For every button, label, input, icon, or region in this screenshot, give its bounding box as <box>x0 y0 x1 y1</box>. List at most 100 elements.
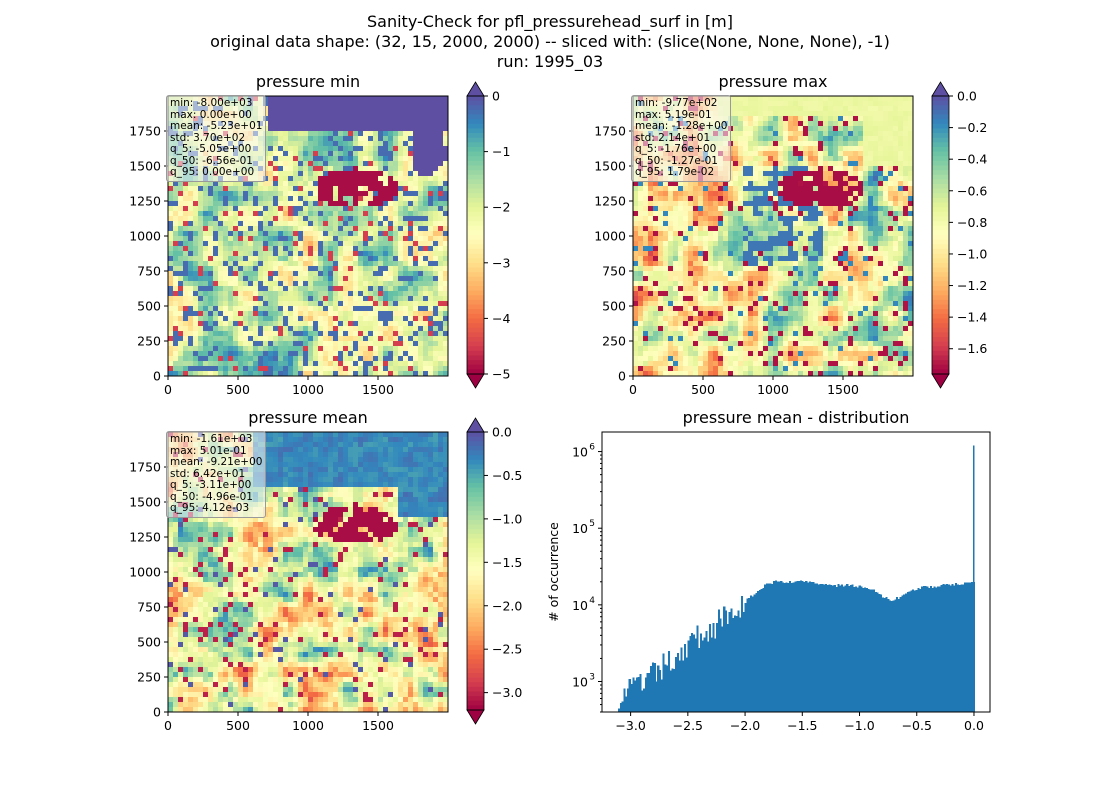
heatmap-cell <box>238 311 244 317</box>
heatmap-cell <box>663 221 669 227</box>
heatmap-cell <box>323 101 329 107</box>
heatmap-cell <box>858 171 864 177</box>
heatmap-cell <box>693 191 699 197</box>
heatmap-cell <box>328 331 334 337</box>
heatmap-cell <box>658 251 664 257</box>
heatmap-cell <box>828 241 834 247</box>
heatmap-cell <box>353 136 359 142</box>
heatmap-cell <box>288 246 294 252</box>
heatmap-cell <box>388 321 394 327</box>
heatmap-cell <box>438 176 444 182</box>
heatmap-cell <box>203 311 209 317</box>
heatmap-cell <box>868 221 874 227</box>
heatmap-cell <box>333 191 339 197</box>
heatmap-cell <box>373 181 379 187</box>
heatmap-cell <box>208 216 214 222</box>
heatmap-cell <box>393 151 399 157</box>
heatmap-cell <box>758 106 764 112</box>
heatmap-cell <box>343 181 349 187</box>
heatmap-cell <box>193 361 199 367</box>
heatmap-cell <box>363 311 369 317</box>
heatmap-cell <box>228 336 234 342</box>
heatmap-cell <box>428 256 434 262</box>
heatmap-cell <box>413 191 419 197</box>
heatmap-cell <box>188 321 194 327</box>
heatmap-cell <box>278 331 284 337</box>
heatmap-cell <box>228 266 234 272</box>
heatmap-cell <box>283 276 289 282</box>
heatmap-cell <box>793 231 799 237</box>
heatmap-cell <box>223 341 229 347</box>
heatmap-cell <box>803 176 809 182</box>
heatmap-cell <box>263 346 269 352</box>
heatmap-cell <box>903 201 909 207</box>
heatmap-cell <box>398 311 404 317</box>
heatmap-cell <box>428 216 434 222</box>
heatmap-cell <box>168 271 174 277</box>
heatmap-cell <box>838 231 844 237</box>
heatmap-cell <box>178 306 184 312</box>
heatmap-cell <box>408 226 414 232</box>
heatmap-cell <box>203 206 209 212</box>
heatmap-cell <box>443 151 449 157</box>
heatmap-cell <box>373 326 379 332</box>
heatmap-cell <box>353 261 359 267</box>
heatmap-cell <box>308 271 314 277</box>
heatmap-cell <box>668 196 674 202</box>
heatmap-cell <box>823 236 829 242</box>
heatmap-cell <box>738 166 744 172</box>
heatmap-cell <box>173 341 179 347</box>
heatmap-cell <box>228 271 234 277</box>
heatmap-cell <box>733 246 739 252</box>
heatmap-cell <box>413 116 419 122</box>
heatmap-cell <box>828 201 834 207</box>
heatmap-cell <box>813 176 819 182</box>
heatmap-cell <box>233 326 239 332</box>
heatmap-cell <box>338 131 344 137</box>
heatmap-cell <box>213 331 219 337</box>
heatmap-cell <box>433 301 439 307</box>
heatmap-cell <box>883 116 889 122</box>
heatmap-cell <box>353 306 359 312</box>
heatmap-cell <box>903 186 909 192</box>
heatmap-cell <box>433 111 439 117</box>
heatmap-cell <box>838 106 844 112</box>
heatmap-cell <box>743 181 749 187</box>
heatmap-cell <box>363 246 369 252</box>
heatmap-cell <box>378 361 384 367</box>
heatmap-cell <box>383 141 389 147</box>
heatmap-cell <box>773 116 779 122</box>
heatmap-cell <box>183 241 189 247</box>
heatmap-cell <box>358 176 364 182</box>
heatmap-cell <box>323 301 329 307</box>
heatmap-cell <box>368 271 374 277</box>
heatmap-cell <box>168 251 174 257</box>
heatmap-cell <box>423 291 429 297</box>
heatmap-cell <box>733 101 739 107</box>
heatmap-cell <box>373 356 379 362</box>
heatmap-cell <box>288 101 294 107</box>
heatmap-cell <box>208 261 214 267</box>
heatmap-cell <box>653 251 659 257</box>
heatmap-cell <box>438 286 444 292</box>
heatmap-cell <box>373 96 379 102</box>
heatmap-cell <box>838 121 844 127</box>
heatmap-cell <box>393 206 399 212</box>
heatmap-cell <box>193 256 199 262</box>
heatmap-cell <box>698 191 704 197</box>
heatmap-cell <box>428 221 434 227</box>
heatmap-cell <box>408 241 414 247</box>
heatmap-cell <box>213 281 219 287</box>
heatmap-cell <box>748 191 754 197</box>
heatmap-cell <box>398 186 404 192</box>
heatmap-cell <box>183 266 189 272</box>
heatmap-cell <box>878 176 884 182</box>
heatmap-cell <box>328 306 334 312</box>
colorbar-extend-bottom <box>466 373 485 389</box>
heatmap-cell <box>743 136 749 142</box>
heatmap-cell <box>333 106 339 112</box>
heatmap-cell <box>888 201 894 207</box>
heatmap-cell <box>728 181 734 187</box>
heatmap-cell <box>288 141 294 147</box>
heatmap-cell <box>818 216 824 222</box>
